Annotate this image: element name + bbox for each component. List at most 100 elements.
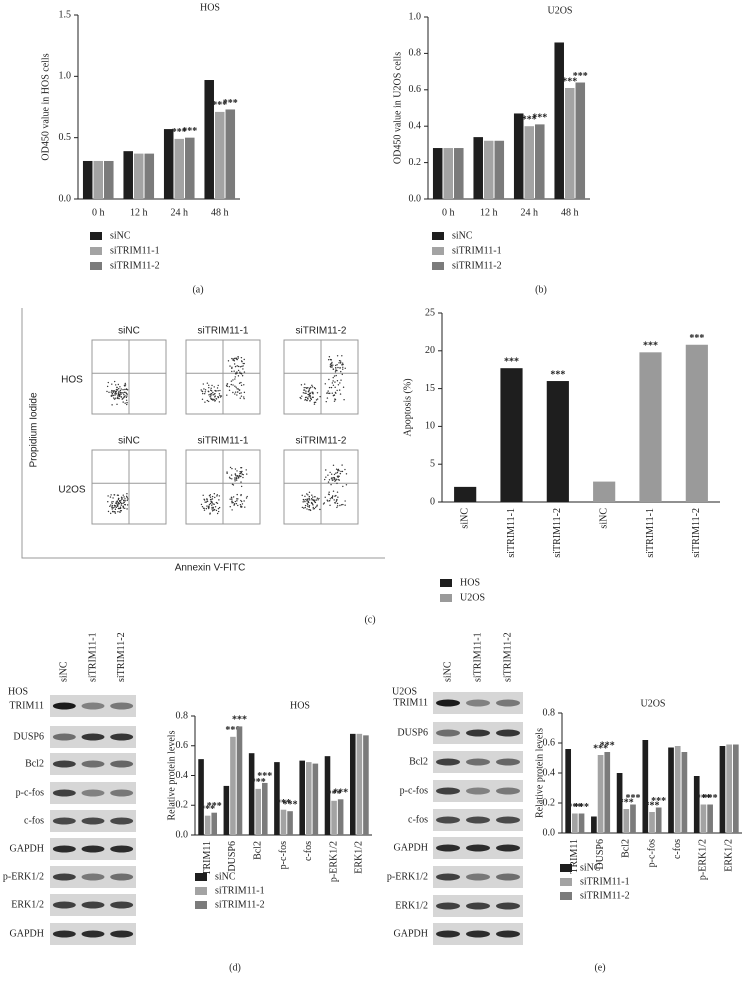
bar — [685, 344, 708, 502]
flow-dot — [232, 391, 234, 394]
y-axis-label: Apoptosis (%) — [402, 378, 413, 436]
flow-dot — [209, 512, 211, 514]
flow-dot — [236, 391, 239, 393]
x-tick-label: siNC — [598, 508, 609, 529]
flow-dot — [232, 379, 234, 381]
flow-dot — [219, 389, 221, 392]
flow-dot — [232, 384, 234, 386]
lane-label: siTRIM11-1 — [87, 632, 98, 682]
flow-dot — [340, 361, 342, 364]
flow-dot — [203, 388, 205, 390]
flow-dot — [243, 396, 245, 398]
flow-row-label: HOS — [61, 375, 83, 386]
bar — [719, 746, 726, 833]
flow-dot — [342, 366, 344, 368]
flow-dot — [309, 387, 311, 389]
flow-dot — [240, 384, 243, 387]
bar — [639, 352, 662, 502]
blot-row-label: TRIM11 — [393, 697, 428, 708]
flow-dot — [124, 382, 126, 385]
flow-dot — [337, 496, 339, 498]
flow-dot — [204, 391, 206, 393]
flow-dot — [213, 493, 216, 495]
flow-dot — [108, 391, 110, 394]
flow-column-label: siTRIM11-1 — [198, 326, 249, 337]
flow-dot — [242, 473, 244, 476]
blot-row-label: GAPDH — [10, 843, 44, 854]
significance: *** — [567, 802, 582, 813]
flow-dot — [312, 506, 314, 509]
blot-band — [110, 817, 134, 825]
blot-band — [110, 733, 134, 741]
blot-band — [110, 789, 134, 797]
flow-dot — [203, 509, 206, 511]
blot-band — [466, 873, 490, 881]
flow-dot — [229, 365, 231, 367]
y-tick-label: 0.6 — [176, 740, 189, 751]
flow-dot — [201, 390, 204, 393]
flow-dot — [125, 399, 128, 401]
flow-dot — [120, 500, 122, 502]
flow-dots — [299, 355, 346, 405]
flow-dot — [118, 388, 120, 390]
flow-dot — [107, 510, 110, 513]
flow-dot — [229, 477, 231, 480]
flow-dot — [316, 497, 319, 499]
bar — [681, 752, 688, 833]
flow-dot — [229, 505, 231, 508]
blot-band — [436, 902, 460, 910]
flow-dot — [309, 392, 312, 394]
flow-dot — [313, 507, 316, 510]
flow-dot — [341, 362, 344, 364]
flow-dot — [303, 389, 305, 391]
flow-dot — [113, 380, 116, 383]
blot-band — [496, 902, 520, 910]
flow-dot — [325, 469, 327, 471]
flow-dot — [311, 502, 313, 505]
flow-dot — [239, 470, 241, 473]
blot-band — [81, 760, 105, 768]
bar — [578, 813, 585, 833]
flow-dot — [117, 504, 119, 506]
flow-dot — [239, 397, 241, 399]
flow-dot — [212, 391, 214, 394]
flow-dot — [326, 397, 329, 399]
flow-dot — [125, 388, 128, 391]
flow-dot — [118, 502, 121, 505]
flow-dot — [336, 482, 338, 485]
flow-dot — [124, 498, 126, 500]
y-tick-label: 15 — [425, 383, 435, 394]
y-tick-label: 0.6 — [543, 737, 556, 748]
flow-dot — [212, 508, 214, 510]
flow-dot — [333, 499, 335, 501]
flow-dot — [332, 384, 335, 386]
flow-dot — [240, 493, 242, 496]
flow-dot — [326, 499, 328, 501]
flow-dot — [126, 401, 128, 404]
bar — [473, 137, 483, 199]
bar — [732, 744, 739, 833]
flow-dot — [207, 400, 210, 403]
flow-dot — [328, 479, 331, 481]
flow-dot — [322, 503, 325, 505]
flow-dot — [329, 498, 332, 500]
flow-dot — [126, 508, 128, 510]
flow-dot — [123, 391, 126, 394]
flow-dot — [124, 507, 126, 510]
y-tick-label: 1.0 — [59, 71, 72, 82]
bar — [642, 740, 649, 833]
legend-swatch — [90, 262, 102, 270]
legend-swatch — [90, 247, 102, 255]
caption: (a) — [192, 284, 203, 295]
flow-dot — [113, 390, 115, 392]
significance: *** — [703, 793, 718, 804]
flow-dot — [330, 366, 332, 368]
flow-dot — [235, 479, 238, 481]
flow-dot — [319, 508, 321, 511]
flow-dot — [309, 397, 312, 399]
flow-dot — [117, 505, 119, 507]
flow-dot — [307, 505, 309, 508]
caption: (d) — [229, 962, 241, 973]
flow-dot — [325, 400, 327, 403]
flow-dot — [330, 359, 333, 361]
